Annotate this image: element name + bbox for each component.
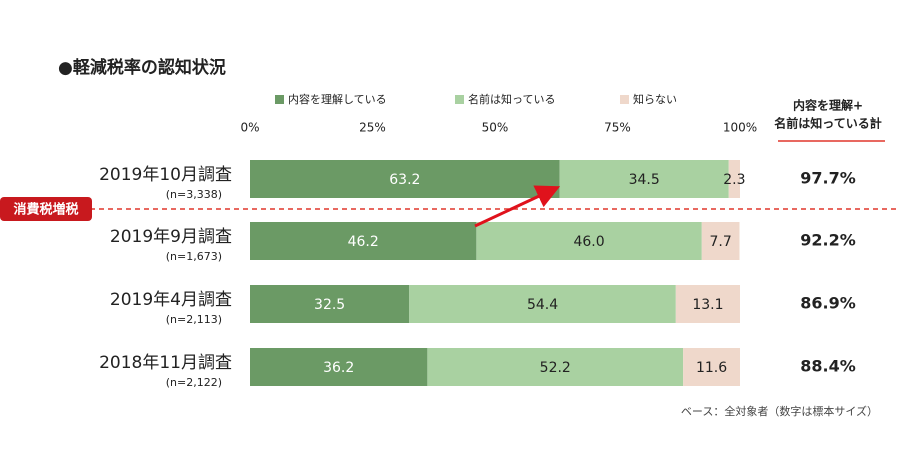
data-label: 32.5	[314, 297, 345, 313]
y-tick-label: 2019年4月調査	[110, 290, 232, 310]
total-label: 88.4%	[800, 357, 856, 376]
chart-title: ●軽減税率の認知状況	[58, 57, 226, 78]
arrow	[474, 185, 561, 228]
bar	[250, 285, 410, 323]
bar	[250, 222, 477, 260]
y-tick-label: 2018年11月調査	[99, 353, 232, 373]
x-tick-label: 50%	[482, 121, 509, 135]
data-label: 7.7	[710, 234, 732, 250]
y-tick-label: 2019年9月調査	[110, 227, 232, 247]
footnote: ベース：全対象者（数字は標本サイズ）	[681, 404, 878, 418]
bar	[250, 160, 560, 198]
bar	[701, 222, 740, 260]
data-label: 46.0	[573, 234, 604, 250]
bar	[409, 285, 676, 323]
x-tick-label: 0%	[240, 121, 259, 135]
data-label: 54.4	[527, 297, 558, 313]
bar	[683, 348, 740, 386]
data-label: 63.2	[389, 172, 420, 188]
sample-size: (n=2,122)	[166, 376, 222, 389]
x-tick-label: 100%	[723, 121, 757, 135]
data-label: 13.1	[692, 297, 723, 313]
sample-size: (n=1,673)	[166, 250, 222, 263]
legend-label: 名前は知っている	[468, 92, 555, 106]
total-label: 97.7%	[800, 169, 856, 188]
data-label: 36.2	[323, 360, 354, 376]
bar	[675, 285, 740, 323]
x-tick-label: 75%	[604, 121, 631, 135]
legend-swatch	[620, 95, 629, 104]
totals-header: 内容を理解+	[793, 98, 863, 113]
data-label: 34.5	[629, 172, 660, 188]
bar	[250, 348, 428, 386]
bar	[728, 160, 740, 198]
x-tick-label: 25%	[359, 121, 386, 135]
legend-label: 知らない	[633, 92, 677, 106]
data-label: 52.2	[540, 360, 571, 376]
sample-size: (n=3,338)	[166, 188, 222, 201]
total-label: 92.2%	[800, 231, 856, 250]
totals-header: 名前は知っている計	[774, 116, 881, 131]
data-label: 46.2	[348, 234, 379, 250]
legend-swatch	[275, 95, 284, 104]
bar	[559, 160, 729, 198]
annotation-box	[0, 197, 92, 221]
annotation: 消費税増税	[13, 202, 78, 218]
legend-swatch	[455, 95, 464, 104]
bar	[476, 222, 702, 260]
data-label: 2.3	[723, 172, 745, 188]
total-label: 86.9%	[800, 294, 856, 313]
sample-size: (n=2,113)	[166, 313, 222, 326]
data-label: 11.6	[696, 360, 727, 376]
y-tick-label: 2019年10月調査	[99, 165, 232, 185]
bar	[427, 348, 684, 386]
legend-label: 内容を理解している	[288, 92, 387, 106]
